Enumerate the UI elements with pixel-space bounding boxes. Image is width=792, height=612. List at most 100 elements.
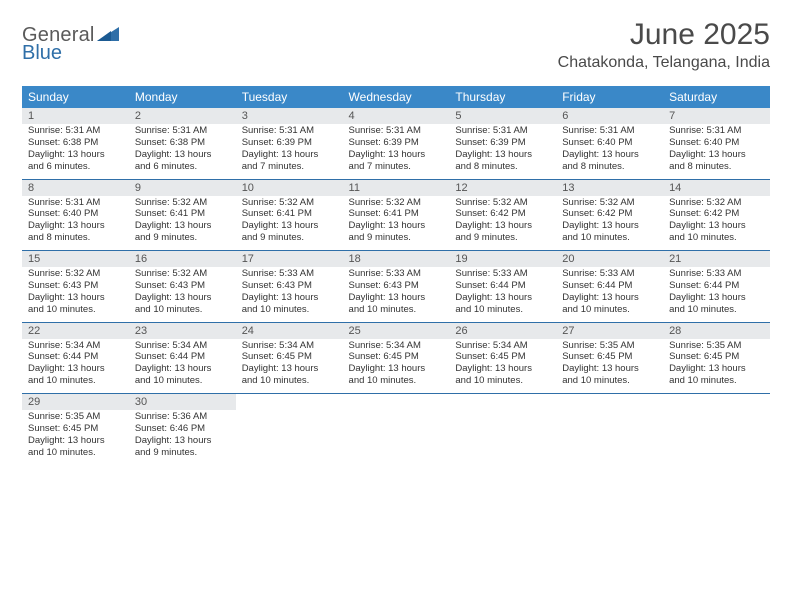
calendar-day-cell: 17Sunrise: 5:33 AMSunset: 6:43 PMDayligh… — [236, 251, 343, 323]
sunset-line: Sunset: 6:40 PM — [669, 137, 764, 149]
sunset-line: Sunset: 6:41 PM — [242, 208, 337, 220]
daylight-line: Daylight: 13 hours and 10 minutes. — [349, 292, 444, 316]
calendar-table: SundayMondayTuesdayWednesdayThursdayFrid… — [22, 86, 770, 465]
logo-triangle-icon — [97, 25, 119, 46]
day-details: Sunrise: 5:36 AMSunset: 6:46 PMDaylight:… — [129, 410, 236, 465]
day-details: Sunrise: 5:34 AMSunset: 6:45 PMDaylight:… — [449, 339, 556, 394]
day-number: 8 — [22, 180, 129, 196]
weekday-header: Saturday — [663, 86, 770, 108]
calendar-day-cell: 9Sunrise: 5:32 AMSunset: 6:41 PMDaylight… — [129, 179, 236, 251]
calendar-empty-cell — [556, 394, 663, 465]
sunset-line: Sunset: 6:42 PM — [669, 208, 764, 220]
calendar-day-cell: 27Sunrise: 5:35 AMSunset: 6:45 PMDayligh… — [556, 322, 663, 394]
sunset-line: Sunset: 6:38 PM — [28, 137, 123, 149]
sunrise-line: Sunrise: 5:33 AM — [669, 268, 764, 280]
sunrise-line: Sunrise: 5:31 AM — [349, 125, 444, 137]
day-details: Sunrise: 5:31 AMSunset: 6:38 PMDaylight:… — [22, 124, 129, 179]
calendar-day-cell: 21Sunrise: 5:33 AMSunset: 6:44 PMDayligh… — [663, 251, 770, 323]
day-number: 14 — [663, 180, 770, 196]
day-details: Sunrise: 5:31 AMSunset: 6:39 PMDaylight:… — [236, 124, 343, 179]
sunset-line: Sunset: 6:41 PM — [349, 208, 444, 220]
daylight-line: Daylight: 13 hours and 7 minutes. — [242, 149, 337, 173]
sunset-line: Sunset: 6:39 PM — [242, 137, 337, 149]
daylight-line: Daylight: 13 hours and 8 minutes. — [28, 220, 123, 244]
day-details: Sunrise: 5:32 AMSunset: 6:42 PMDaylight:… — [663, 196, 770, 251]
calendar-day-cell: 13Sunrise: 5:32 AMSunset: 6:42 PMDayligh… — [556, 179, 663, 251]
sunrise-line: Sunrise: 5:31 AM — [242, 125, 337, 137]
daylight-line: Daylight: 13 hours and 8 minutes. — [562, 149, 657, 173]
logo-text-blue: Blue — [22, 42, 62, 65]
calendar-day-cell: 22Sunrise: 5:34 AMSunset: 6:44 PMDayligh… — [22, 322, 129, 394]
calendar-day-cell: 29Sunrise: 5:35 AMSunset: 6:45 PMDayligh… — [22, 394, 129, 465]
day-details: Sunrise: 5:31 AMSunset: 6:39 PMDaylight:… — [343, 124, 450, 179]
calendar-day-cell: 16Sunrise: 5:32 AMSunset: 6:43 PMDayligh… — [129, 251, 236, 323]
day-details: Sunrise: 5:31 AMSunset: 6:40 PMDaylight:… — [22, 196, 129, 251]
sunrise-line: Sunrise: 5:31 AM — [455, 125, 550, 137]
sunset-line: Sunset: 6:45 PM — [562, 351, 657, 363]
daylight-line: Daylight: 13 hours and 9 minutes. — [242, 220, 337, 244]
calendar-day-cell: 18Sunrise: 5:33 AMSunset: 6:43 PMDayligh… — [343, 251, 450, 323]
sunset-line: Sunset: 6:44 PM — [135, 351, 230, 363]
day-details: Sunrise: 5:32 AMSunset: 6:42 PMDaylight:… — [449, 196, 556, 251]
day-details: Sunrise: 5:33 AMSunset: 6:43 PMDaylight:… — [236, 267, 343, 322]
sunrise-line: Sunrise: 5:32 AM — [455, 197, 550, 209]
daylight-line: Daylight: 13 hours and 10 minutes. — [669, 363, 764, 387]
weekday-header: Wednesday — [343, 86, 450, 108]
sunset-line: Sunset: 6:40 PM — [28, 208, 123, 220]
weekday-header: Friday — [556, 86, 663, 108]
day-number: 15 — [22, 251, 129, 267]
sunset-line: Sunset: 6:43 PM — [135, 280, 230, 292]
day-number: 28 — [663, 323, 770, 339]
sunset-line: Sunset: 6:44 PM — [28, 351, 123, 363]
daylight-line: Daylight: 13 hours and 10 minutes. — [28, 435, 123, 459]
day-number: 19 — [449, 251, 556, 267]
day-number: 1 — [22, 108, 129, 124]
daylight-line: Daylight: 13 hours and 10 minutes. — [28, 363, 123, 387]
sunrise-line: Sunrise: 5:34 AM — [349, 340, 444, 352]
day-details: Sunrise: 5:32 AMSunset: 6:41 PMDaylight:… — [129, 196, 236, 251]
day-details: Sunrise: 5:32 AMSunset: 6:43 PMDaylight:… — [129, 267, 236, 322]
day-details: Sunrise: 5:34 AMSunset: 6:45 PMDaylight:… — [343, 339, 450, 394]
daylight-line: Daylight: 13 hours and 10 minutes. — [455, 292, 550, 316]
sunset-line: Sunset: 6:45 PM — [455, 351, 550, 363]
day-details: Sunrise: 5:33 AMSunset: 6:43 PMDaylight:… — [343, 267, 450, 322]
sunrise-line: Sunrise: 5:33 AM — [242, 268, 337, 280]
day-number: 18 — [343, 251, 450, 267]
sunset-line: Sunset: 6:46 PM — [135, 423, 230, 435]
daylight-line: Daylight: 13 hours and 10 minutes. — [242, 363, 337, 387]
sunrise-line: Sunrise: 5:31 AM — [28, 125, 123, 137]
day-number: 10 — [236, 180, 343, 196]
day-details: Sunrise: 5:31 AMSunset: 6:38 PMDaylight:… — [129, 124, 236, 179]
daylight-line: Daylight: 13 hours and 6 minutes. — [28, 149, 123, 173]
calendar-empty-cell — [343, 394, 450, 465]
daylight-line: Daylight: 13 hours and 10 minutes. — [242, 292, 337, 316]
sunrise-line: Sunrise: 5:34 AM — [455, 340, 550, 352]
daylight-line: Daylight: 13 hours and 9 minutes. — [455, 220, 550, 244]
day-number: 27 — [556, 323, 663, 339]
calendar-empty-cell — [449, 394, 556, 465]
daylight-line: Daylight: 13 hours and 10 minutes. — [455, 363, 550, 387]
day-number: 17 — [236, 251, 343, 267]
day-details: Sunrise: 5:32 AMSunset: 6:42 PMDaylight:… — [556, 196, 663, 251]
calendar-day-cell: 25Sunrise: 5:34 AMSunset: 6:45 PMDayligh… — [343, 322, 450, 394]
sunrise-line: Sunrise: 5:34 AM — [135, 340, 230, 352]
sunrise-line: Sunrise: 5:34 AM — [28, 340, 123, 352]
sunset-line: Sunset: 6:42 PM — [562, 208, 657, 220]
sunrise-line: Sunrise: 5:35 AM — [562, 340, 657, 352]
sunset-line: Sunset: 6:39 PM — [455, 137, 550, 149]
sunrise-line: Sunrise: 5:33 AM — [562, 268, 657, 280]
daylight-line: Daylight: 13 hours and 9 minutes. — [135, 435, 230, 459]
daylight-line: Daylight: 13 hours and 8 minutes. — [455, 149, 550, 173]
sunset-line: Sunset: 6:45 PM — [349, 351, 444, 363]
day-number: 30 — [129, 394, 236, 410]
weekday-header: Tuesday — [236, 86, 343, 108]
calendar-day-cell: 15Sunrise: 5:32 AMSunset: 6:43 PMDayligh… — [22, 251, 129, 323]
calendar-day-cell: 24Sunrise: 5:34 AMSunset: 6:45 PMDayligh… — [236, 322, 343, 394]
day-number: 23 — [129, 323, 236, 339]
sunrise-line: Sunrise: 5:34 AM — [242, 340, 337, 352]
calendar-day-cell: 4Sunrise: 5:31 AMSunset: 6:39 PMDaylight… — [343, 108, 450, 179]
calendar-day-cell: 12Sunrise: 5:32 AMSunset: 6:42 PMDayligh… — [449, 179, 556, 251]
calendar-day-cell: 28Sunrise: 5:35 AMSunset: 6:45 PMDayligh… — [663, 322, 770, 394]
sunrise-line: Sunrise: 5:31 AM — [669, 125, 764, 137]
sunrise-line: Sunrise: 5:31 AM — [28, 197, 123, 209]
